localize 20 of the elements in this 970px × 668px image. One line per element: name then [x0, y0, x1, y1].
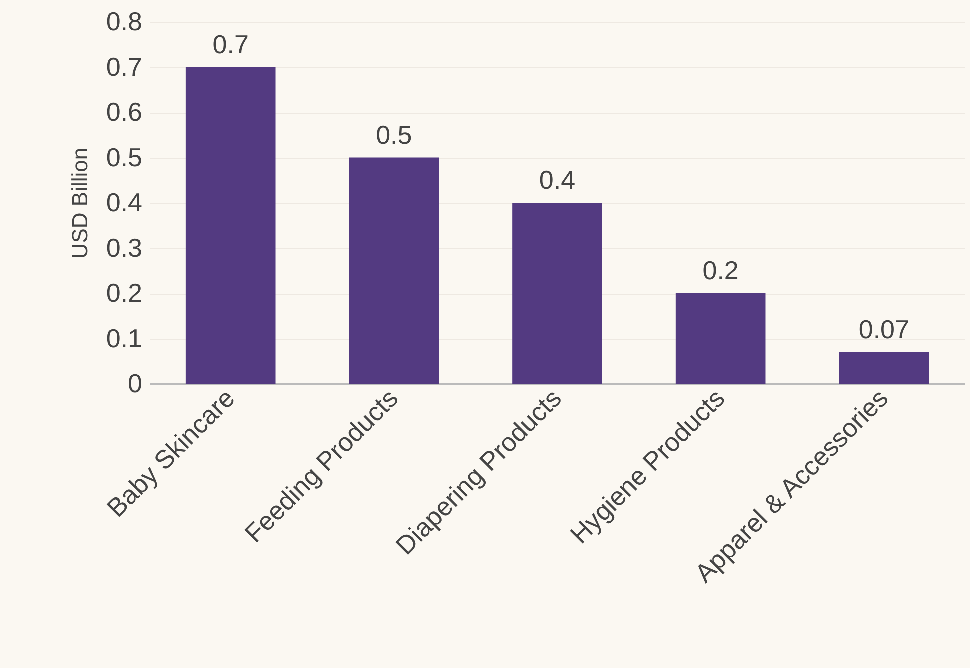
data-label: 0.4	[539, 165, 576, 195]
bar	[676, 294, 766, 384]
y-tick-label: 0.4	[106, 188, 142, 218]
y-tick-label: 0	[128, 368, 142, 398]
bar	[839, 352, 930, 384]
bar	[512, 203, 602, 384]
y-tick-label: 0.6	[106, 97, 142, 127]
y-axis-title: USD Billion	[67, 148, 92, 260]
data-label: 0.07	[858, 314, 910, 344]
data-label: 0.2	[702, 256, 739, 286]
y-tick-label: 0.5	[106, 142, 142, 172]
data-label: 0.7	[212, 29, 249, 60]
y-tick-label: 0.8	[106, 6, 142, 36]
y-tick-label: 0.2	[106, 278, 142, 308]
y-tick-label: 0.3	[106, 232, 142, 263]
y-tick-label: 0.7	[106, 52, 142, 82]
data-label: 0.5	[376, 120, 412, 150]
y-tick-label: 0.1	[106, 323, 142, 354]
bar	[186, 67, 276, 384]
bar	[349, 158, 440, 384]
